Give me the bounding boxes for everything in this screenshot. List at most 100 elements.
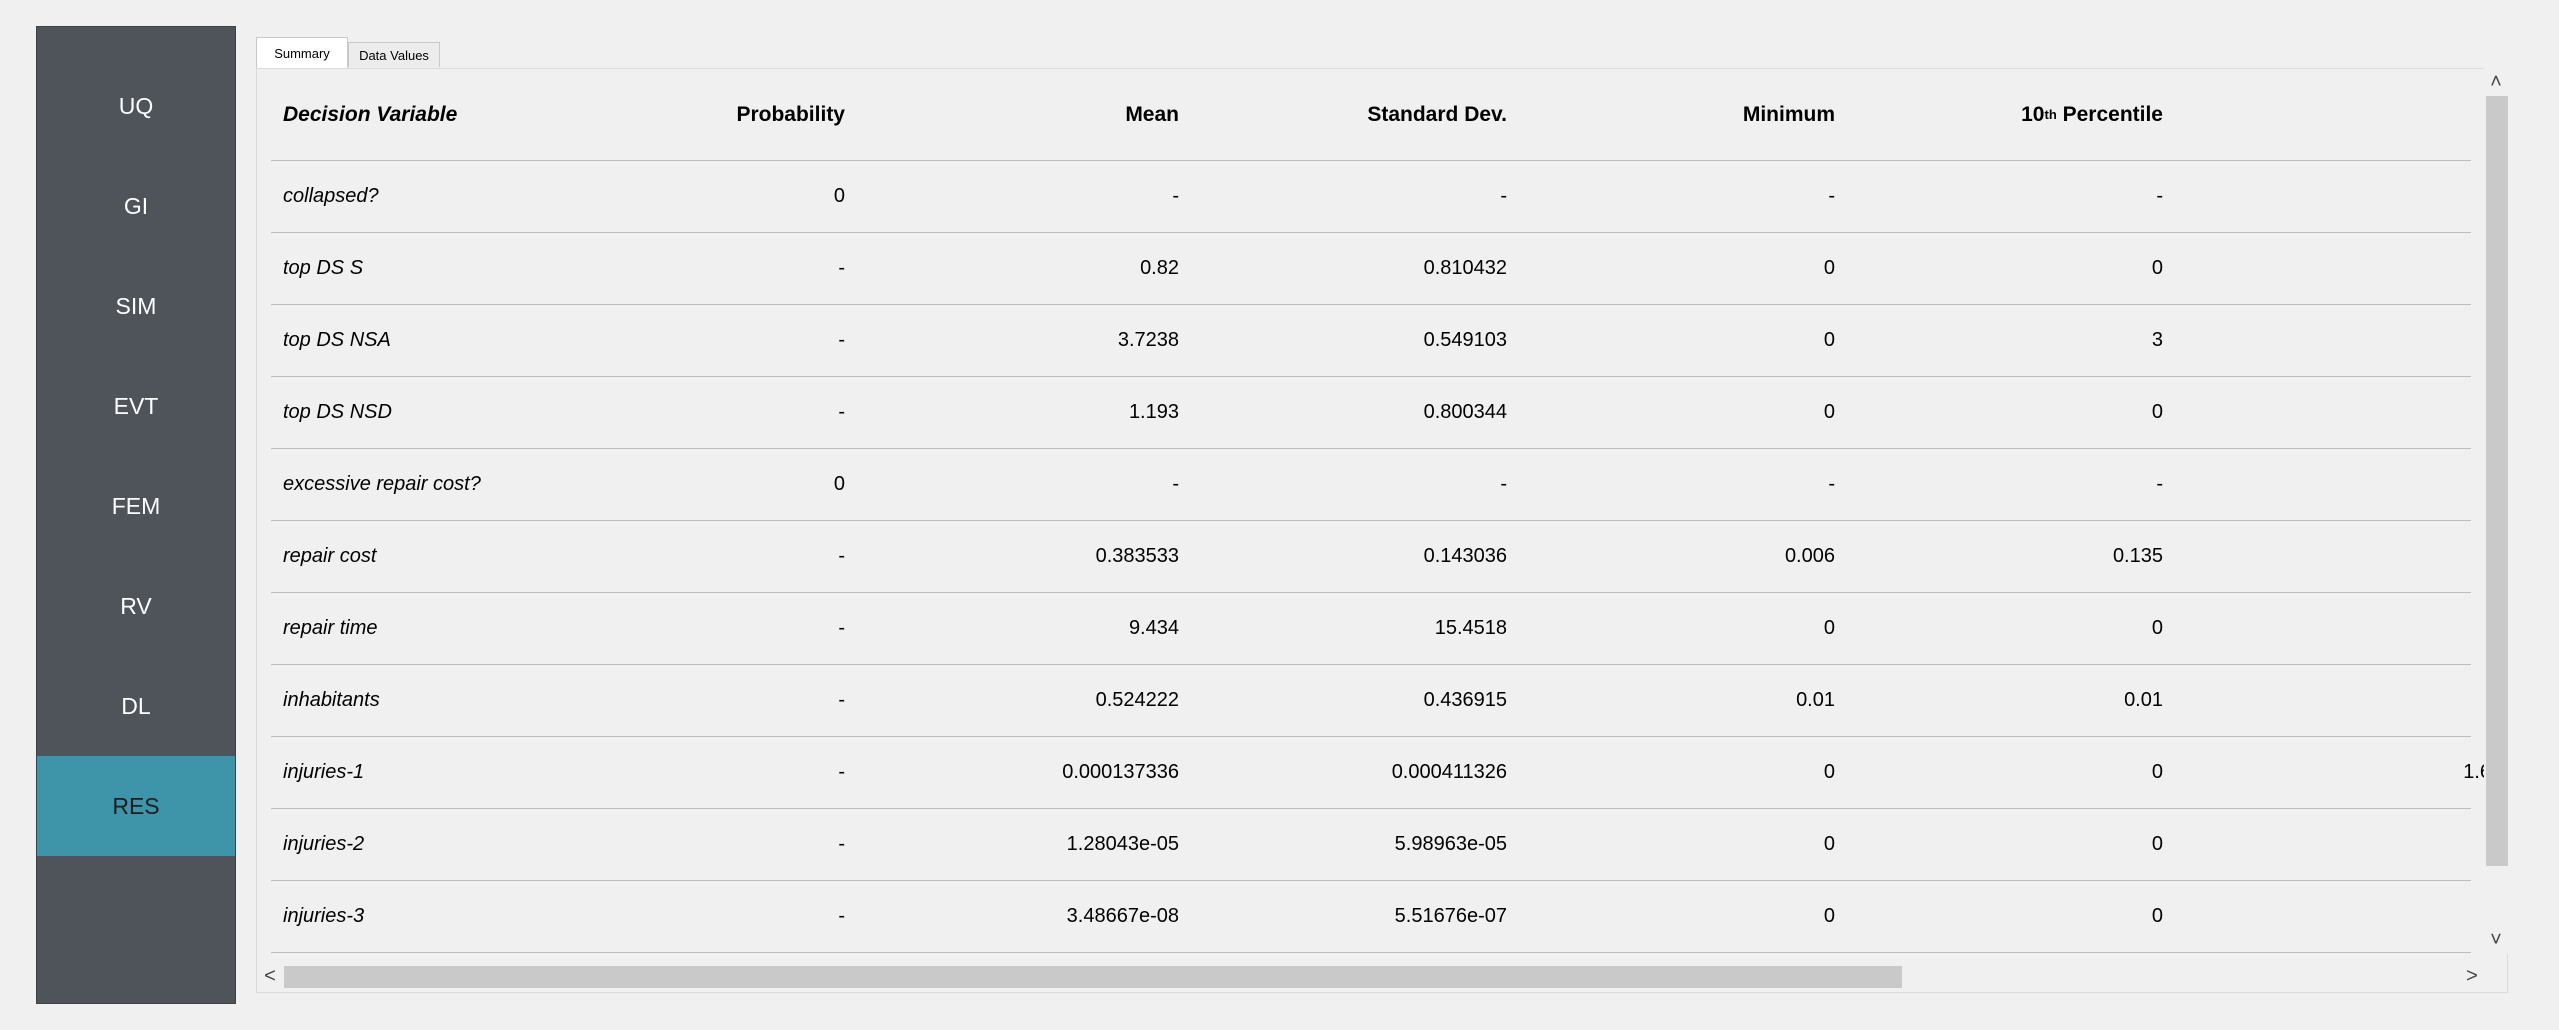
- row-cell-probability: -: [838, 689, 845, 711]
- tab-summary[interactable]: Summary: [256, 37, 348, 68]
- header-decision-variable: Decision Variable: [283, 102, 458, 126]
- row-cell-std: 0.436915: [1423, 689, 1507, 711]
- row-cell-mean: 0.383533: [1095, 545, 1179, 567]
- row-cell-std: 0.143036: [1423, 545, 1507, 567]
- row-decision-variable: collapsed?: [283, 185, 379, 207]
- sidebar-item-uq[interactable]: UQ: [37, 56, 235, 156]
- scroll-left-icon[interactable]: <: [264, 965, 276, 987]
- horizontal-scrollbar[interactable]: < >: [258, 962, 2484, 992]
- row-cell-mean: 9.434: [1128, 617, 1179, 639]
- sidebar-item-label: RES: [112, 792, 160, 819]
- row-cell-next: [2163, 305, 2491, 376]
- table-row[interactable]: repair time - 9.434 15.4518 0 0: [271, 593, 2471, 665]
- row-cell-p10: -: [2156, 185, 2163, 207]
- row-cell-p10: 0: [2151, 905, 2163, 927]
- vertical-scroll-thumb[interactable]: [2486, 96, 2508, 866]
- row-cell-next: [2163, 521, 2491, 592]
- row-cell-std: 15.4518: [1434, 617, 1507, 639]
- scroll-down-icon[interactable]: ˅: [2490, 929, 2502, 951]
- row-cell-min: 0: [1823, 617, 1835, 639]
- row-cell-probability: -: [838, 905, 845, 927]
- row-cell-next: [2163, 161, 2491, 232]
- row-cell-probability: -: [838, 545, 845, 567]
- row-cell-next: [2163, 377, 2491, 448]
- row-cell-mean: 3.48667e-08: [1066, 905, 1179, 927]
- row-cell-mean: 0.524222: [1095, 689, 1179, 711]
- sidebar-item-label: GI: [123, 192, 149, 219]
- row-cell-min: 0: [1823, 329, 1835, 351]
- table-row[interactable]: top DS NSA - 3.7238 0.549103 0 3: [271, 305, 2471, 377]
- row-cell-std: 5.98963e-05: [1394, 833, 1507, 855]
- row-cell-min: 0.006: [1784, 545, 1835, 567]
- row-cell-min: 0: [1823, 905, 1835, 927]
- scroll-up-icon[interactable]: ˄: [2490, 71, 2502, 93]
- header-p10-base: 10: [2021, 102, 2045, 126]
- sidebar-item-label: EVT: [113, 392, 159, 419]
- table-row[interactable]: top DS NSD - 1.193 0.800344 0 0: [271, 377, 2471, 449]
- sidebar-item-gi[interactable]: GI: [37, 156, 235, 256]
- row-cell-next: 1.6: [2463, 761, 2491, 783]
- sidebar-item-label: RV: [120, 592, 152, 619]
- table-row[interactable]: injuries-3 - 3.48667e-08 5.51676e-07 0 0: [271, 881, 2471, 953]
- row-cell-mean: 1.193: [1128, 401, 1179, 423]
- row-cell-min: 0: [1823, 761, 1835, 783]
- table-header-row: Decision Variable Probability Mean Stand…: [271, 69, 2471, 161]
- row-cell-mean: 3.7238: [1117, 329, 1179, 351]
- sidebar-item-label: DL: [121, 692, 151, 719]
- sidebar-item-label: FEM: [111, 492, 161, 519]
- row-cell-std: -: [1500, 473, 1507, 495]
- header-p10-sup: th: [2044, 107, 2057, 122]
- vertical-scrollbar[interactable]: ˄ ˅: [2484, 68, 2508, 954]
- row-cell-next: [2163, 449, 2491, 520]
- row-cell-p10: 0: [2151, 401, 2163, 423]
- row-cell-p10: 0.01: [2124, 689, 2163, 711]
- sidebar-item-dl[interactable]: DL: [37, 656, 235, 756]
- table-row[interactable]: injuries-2 - 1.28043e-05 5.98963e-05 0 0: [271, 809, 2471, 881]
- scroll-right-icon[interactable]: >: [2466, 965, 2478, 987]
- tab-label: Summary: [274, 45, 330, 61]
- row-cell-p10: 0: [2151, 617, 2163, 639]
- table-row[interactable]: top DS S - 0.82 0.810432 0 0: [271, 233, 2471, 305]
- row-cell-std: 0.800344: [1423, 401, 1507, 423]
- row-cell-std: 0.810432: [1423, 257, 1507, 279]
- sidebar-item-fem[interactable]: FEM: [37, 456, 235, 556]
- sidebar-item-rv[interactable]: RV: [37, 556, 235, 656]
- row-cell-probability: 0: [833, 473, 845, 495]
- row-cell-probability: -: [838, 329, 845, 351]
- row-cell-next: [2163, 809, 2491, 880]
- sidebar-item-label: UQ: [118, 92, 154, 119]
- sidebar-item-sim[interactable]: SIM: [37, 256, 235, 356]
- results-table: Decision Variable Probability Mean Stand…: [271, 69, 2491, 953]
- table-row[interactable]: excessive repair cost? 0 - - - -: [271, 449, 2471, 521]
- sidebar: UQ GI SIM EVT FEM RV DL RES: [36, 26, 236, 1004]
- row-decision-variable: repair cost: [283, 545, 377, 567]
- row-cell-p10: 0: [2151, 833, 2163, 855]
- row-cell-min: 0: [1823, 833, 1835, 855]
- table-row[interactable]: repair cost - 0.383533 0.143036 0.006 0.135: [271, 521, 2471, 593]
- row-cell-probability: -: [838, 257, 845, 279]
- row-cell-min: -: [1828, 473, 1835, 495]
- row-cell-p10: -: [2156, 473, 2163, 495]
- row-decision-variable: injuries-3: [283, 905, 365, 927]
- row-cell-mean: 0.000137336: [1062, 761, 1179, 783]
- row-cell-next: [2163, 665, 2491, 736]
- table-row[interactable]: injuries-1 - 0.000137336 0.000411326 0 0 1.6: [271, 737, 2491, 809]
- table-row[interactable]: inhabitants - 0.524222 0.436915 0.01 0.01: [271, 665, 2471, 737]
- header-minimum: Minimum: [1742, 102, 1835, 126]
- row-cell-probability: 0: [833, 185, 845, 207]
- row-cell-std: -: [1500, 185, 1507, 207]
- sidebar-item-label: SIM: [115, 292, 157, 319]
- tab-data-values[interactable]: Data Values: [348, 42, 440, 67]
- row-cell-p10: 3: [2151, 329, 2163, 351]
- sidebar-item-evt[interactable]: EVT: [37, 356, 235, 456]
- row-cell-min: -: [1828, 185, 1835, 207]
- row-decision-variable: top DS NSA: [283, 329, 391, 351]
- row-decision-variable: inhabitants: [283, 689, 380, 711]
- row-decision-variable: repair time: [283, 617, 378, 639]
- sidebar-item-res[interactable]: RES: [37, 756, 235, 856]
- table-row[interactable]: collapsed? 0 - - - -: [271, 161, 2471, 233]
- header-mean: Mean: [1125, 102, 1179, 126]
- row-cell-min: 0: [1823, 401, 1835, 423]
- horizontal-scroll-thumb[interactable]: [284, 966, 1902, 988]
